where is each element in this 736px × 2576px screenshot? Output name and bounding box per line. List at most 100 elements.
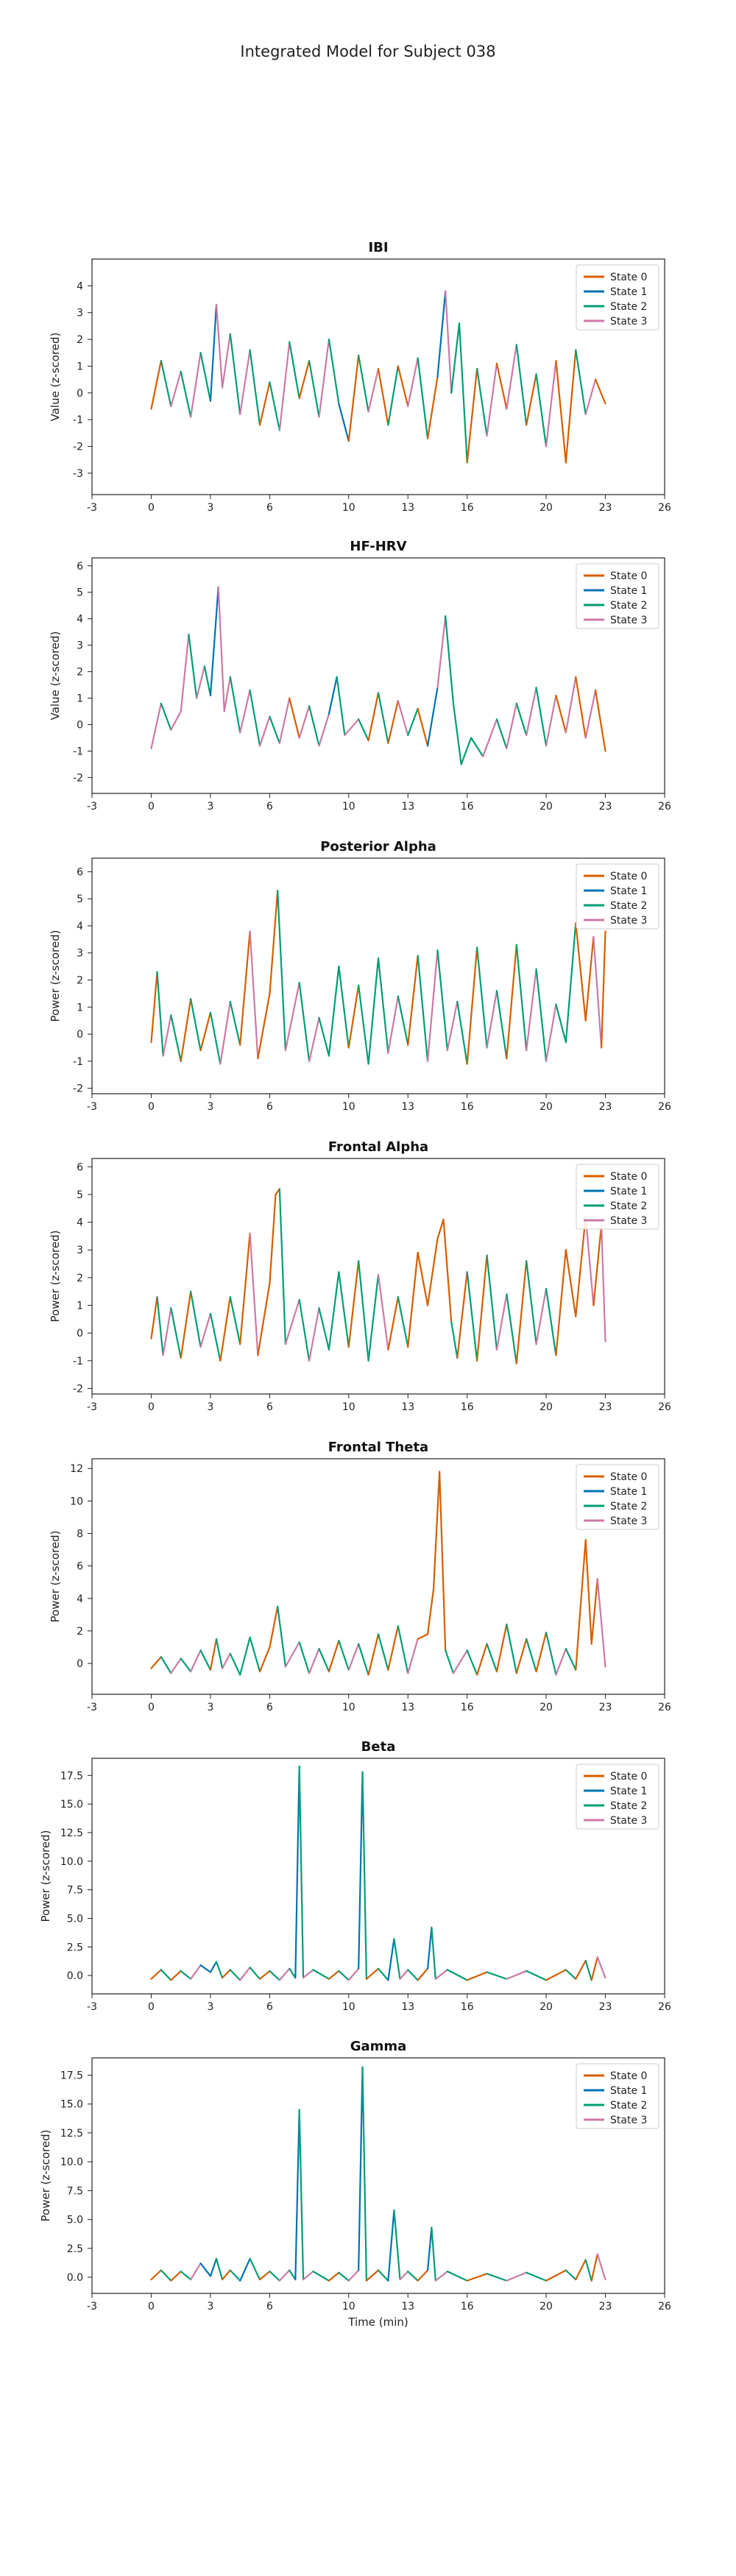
data-segment-state-2 — [367, 957, 380, 1065]
data-segment-state-2 — [180, 1970, 192, 1980]
x-tick-label: 13 — [401, 502, 414, 514]
y-tick-label: 4 — [77, 280, 83, 292]
data-segment-state-0 — [367, 1633, 380, 1676]
data-segment-state-0 — [407, 1251, 419, 1348]
x-tick-label: 13 — [401, 2001, 414, 2013]
y-tick-label: 0 — [77, 1029, 83, 1041]
axes-frame — [91, 557, 665, 794]
data-segment-state-0 — [328, 2271, 340, 2282]
data-segment-state-0 — [221, 1969, 231, 1979]
subplot-title: Frontal Alpha — [328, 1139, 428, 1155]
data-segment-state-0 — [347, 984, 360, 1049]
legend-box — [576, 1464, 659, 1530]
data-segment-state-0 — [258, 1646, 271, 1673]
data-segment-state-3 — [399, 2271, 409, 2281]
x-tick-label: 3 — [208, 2001, 214, 2013]
data-segment-state-3 — [217, 586, 225, 712]
data-segment-state-3 — [584, 689, 597, 739]
data-segment-state-3 — [196, 665, 206, 699]
data-segment-state-0 — [387, 700, 399, 744]
data-segment-state-3 — [308, 1307, 320, 1362]
x-tick-label: 13 — [401, 801, 414, 813]
x-tick-label: 3 — [208, 801, 214, 813]
subplot-title: Frontal Theta — [328, 1440, 428, 1455]
data-segment-state-0 — [466, 1971, 488, 1981]
data-segment-state-2 — [190, 998, 202, 1052]
y-tick-label: -1 — [73, 1056, 83, 1068]
data-segment-state-2 — [318, 1307, 330, 1351]
data-segment-state-2 — [445, 1649, 455, 1674]
data-segment-state-1 — [209, 1961, 218, 1973]
x-tick-label: 13 — [401, 1702, 414, 1713]
x-tick-label: -3 — [87, 801, 97, 813]
data-segment-state-1 — [209, 2257, 218, 2277]
data-segment-state-3 — [284, 1641, 300, 1668]
data-segment-state-2 — [298, 982, 311, 1062]
data-segment-state-3 — [298, 705, 311, 739]
legend-label-state-1: State 1 — [610, 885, 647, 897]
data-segment-state-3 — [302, 1969, 314, 1979]
data-segment-state-0 — [535, 1632, 548, 1673]
data-segment-state-2 — [446, 1969, 468, 1981]
x-tick-label: -3 — [87, 1401, 97, 1413]
x-tick-label: 16 — [461, 2001, 474, 2013]
data-segment-state-2 — [269, 1970, 280, 1981]
data-segment-state-1 — [328, 676, 338, 715]
data-segment-state-2 — [338, 1970, 350, 1981]
y-tick-label: 5.0 — [67, 1913, 83, 1925]
x-tick-label: 16 — [461, 1702, 474, 1713]
data-segment-state-2 — [377, 692, 389, 744]
data-segment-state-0 — [565, 349, 577, 464]
data-segment-state-0 — [258, 2271, 271, 2281]
data-segment-state-1 — [239, 2257, 251, 2282]
data-segment-state-0 — [170, 1970, 182, 1981]
data-segment-state-0 — [426, 375, 439, 439]
data-segment-state-3 — [584, 1215, 595, 1306]
y-tick-label: 15.0 — [60, 2099, 83, 2111]
y-tick-label: 6 — [77, 1161, 83, 1173]
x-tick-label: 26 — [658, 2301, 671, 2313]
data-segment-state-3 — [596, 1956, 606, 1979]
data-segment-state-3 — [190, 352, 202, 418]
legend-label-state-3: State 3 — [610, 1215, 647, 1227]
y-tick-label: 2 — [77, 667, 83, 679]
data-segment-state-1 — [426, 2226, 433, 2271]
data-segment-state-3 — [249, 930, 259, 1060]
data-segment-state-0 — [221, 2269, 231, 2281]
y-tick-label: 10 — [70, 1496, 83, 1507]
data-segment-state-0 — [442, 1218, 453, 1323]
data-segment-state-3 — [278, 341, 291, 431]
legend-label-state-1: State 1 — [610, 2085, 647, 2097]
x-tick-label: 0 — [148, 1401, 155, 1413]
data-segment-state-2 — [456, 1000, 468, 1065]
data-segment-state-2 — [377, 2269, 389, 2282]
x-tick-label: 26 — [658, 1101, 671, 1113]
y-tick-label: 4 — [77, 1217, 83, 1229]
data-segment-state-2 — [460, 737, 473, 765]
data-segment-state-2 — [180, 370, 192, 418]
data-segment-state-2 — [229, 1296, 241, 1345]
legend-label-state-1: State 1 — [610, 1486, 647, 1498]
legend-label-state-2: State 2 — [610, 600, 647, 612]
data-segment-state-2 — [160, 2269, 172, 2282]
data-segment-state-0 — [298, 360, 311, 400]
data-segment-state-2 — [277, 890, 287, 1052]
data-segment-state-2 — [318, 1016, 330, 1057]
legend-label-state-0: State 0 — [610, 2070, 647, 2082]
data-segment-state-3 — [377, 1274, 389, 1351]
data-segment-state-3 — [347, 1967, 360, 1981]
data-segment-state-0 — [466, 367, 478, 464]
data-segment-state-2 — [289, 341, 300, 400]
data-segment-state-0 — [476, 1254, 488, 1362]
subplot-5: Beta -3 0 3 6 10 13 16 20 23 26 0.0 2.5 5.0 7.5 10.0 12.… — [39, 1739, 671, 2013]
x-tick-label: 23 — [599, 1702, 612, 1713]
legend-label-state-0: State 0 — [610, 871, 647, 882]
y-tick-label: 5 — [77, 894, 83, 905]
data-segment-state-2 — [269, 715, 280, 744]
data-segment-state-2 — [298, 1765, 305, 1979]
data-segment-state-3 — [347, 2269, 360, 2282]
y-tick-label: 12.5 — [60, 1827, 83, 1839]
data-segment-state-2 — [397, 995, 409, 1046]
y-tick-label: 0.0 — [67, 2272, 83, 2284]
y-tick-label: 7.5 — [67, 2185, 83, 2197]
